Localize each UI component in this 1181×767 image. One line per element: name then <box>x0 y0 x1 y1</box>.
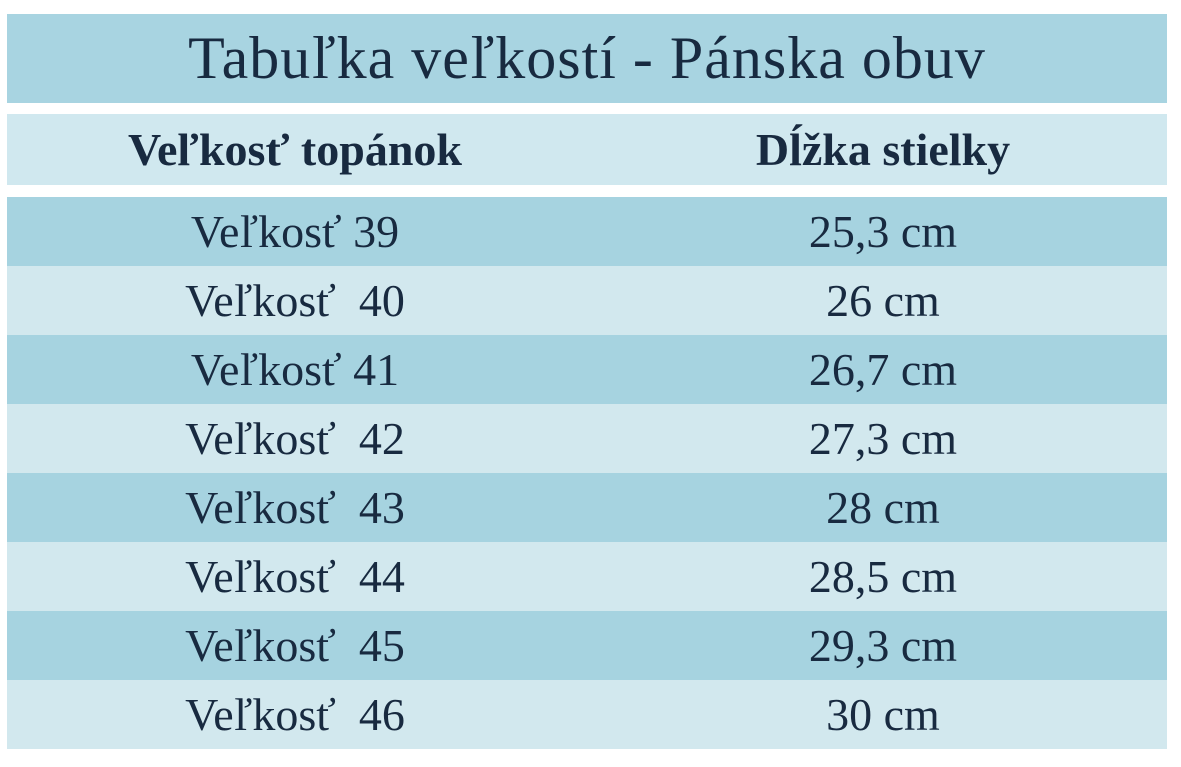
table-cell: Veľkosť 39 <box>190 206 400 257</box>
table-row: Veľkosť 43 28 cm <box>7 473 1167 542</box>
table-row: Veľkosť 41 26,7 cm <box>7 335 1167 404</box>
table-cell: 26 cm <box>826 275 940 326</box>
table-row: Veľkosť 46 30 cm <box>7 680 1167 749</box>
table-row: Veľkosť 44 28,5 cm <box>7 542 1167 611</box>
table-cell: 29,3 cm <box>808 620 958 671</box>
table-cell: Veľkosť 45 <box>185 620 405 671</box>
table-cell: Veľkosť 46 <box>185 689 405 740</box>
table-title: Tabuľka veľkostí - Pánska obuv <box>7 14 1167 103</box>
table-cell: Veľkosť 41 <box>190 344 400 395</box>
table-cell: Veľkosť 43 <box>185 482 405 533</box>
header-cell: Dĺžka stielky <box>755 124 1011 175</box>
table-cell: 25,3 cm <box>808 206 958 257</box>
table-cell: Veľkosť 44 <box>185 551 405 602</box>
table-row: Veľkosť 42 27,3 cm <box>7 404 1167 473</box>
table-row: Veľkosť 45 29,3 cm <box>7 611 1167 680</box>
table-header: Veľkosť topánok Dĺžka stielky <box>7 114 1167 185</box>
table-row: Veľkosť 40 26 cm <box>7 266 1167 335</box>
table-cell: Veľkosť 40 <box>185 275 405 326</box>
table-cell: 28,5 cm <box>808 551 958 602</box>
table-cell: 26,7 cm <box>808 344 958 395</box>
table-cell: 27,3 cm <box>808 413 958 464</box>
table-cell: 28 cm <box>826 482 940 533</box>
header-cell: Veľkosť topánok <box>128 124 462 175</box>
table-cell: 30 cm <box>826 689 940 740</box>
table-cell: Veľkosť 42 <box>185 413 405 464</box>
table-row: Veľkosť 39 25,3 cm <box>7 197 1167 266</box>
